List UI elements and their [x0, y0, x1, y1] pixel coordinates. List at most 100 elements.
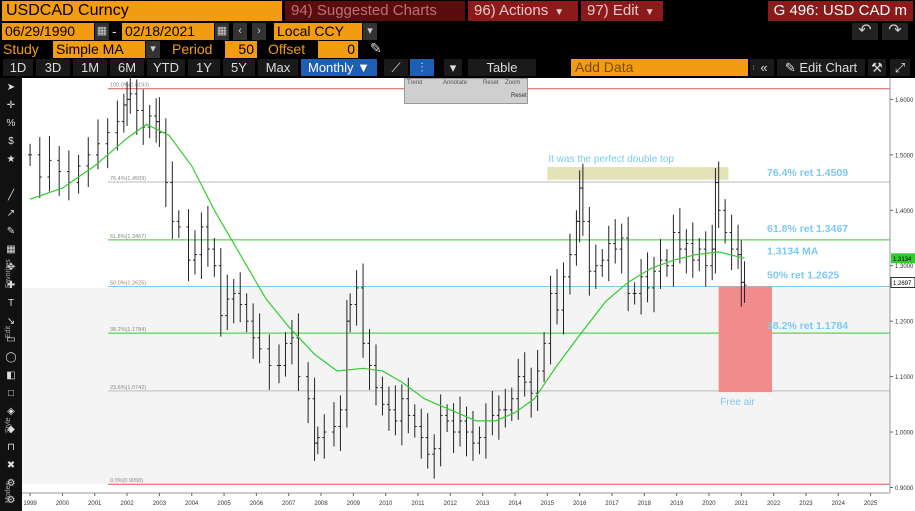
- magnet-icon[interactable]: ⊓: [7, 442, 15, 453]
- x-tick-label: 2017: [605, 501, 619, 507]
- settings-icon[interactable]: ⚙: [6, 495, 16, 506]
- x-tick-label: 2025: [864, 501, 878, 507]
- y-tick-label: 1.6000: [895, 98, 914, 104]
- cross-icon[interactable]: ✚: [6, 280, 16, 291]
- table-button[interactable]: Table: [468, 59, 536, 76]
- frequency-label: Monthly: [307, 60, 354, 75]
- mini-reset-button[interactable]: Reset: [483, 80, 499, 86]
- offset-input[interactable]: 0: [318, 41, 358, 58]
- dollar-icon[interactable]: $: [8, 136, 14, 147]
- x-tick-label: 1999: [23, 501, 37, 507]
- annotation-ret_764: 76.4% ret 1.4509: [767, 167, 848, 179]
- timeframe-1m[interactable]: 1M: [73, 59, 107, 76]
- mode-icon[interactable]: ◈: [7, 406, 15, 417]
- collapse-icon[interactable]: «: [754, 59, 774, 76]
- fib-label: 38.2%(1.1784): [110, 327, 146, 333]
- x-tick-label: 2018: [638, 501, 652, 507]
- rectangle-tool-icon[interactable]: ▭: [6, 334, 16, 345]
- x-tick-label: 2016: [573, 501, 587, 507]
- frequency-select[interactable]: Monthly ▼: [301, 59, 377, 76]
- mini-zoom-button[interactable]: Zoom: [505, 80, 521, 86]
- currency-select[interactable]: Local CCY: [274, 23, 362, 40]
- edit-side-label: Edit: [5, 325, 12, 338]
- chevron-down-icon[interactable]: ▾: [363, 23, 377, 40]
- delete-icon[interactable]: ✖: [6, 460, 16, 471]
- x-tick-label: 2006: [250, 501, 264, 507]
- chevron-down-icon[interactable]: ▾: [146, 41, 160, 58]
- pencil-icon[interactable]: ✎: [370, 40, 382, 56]
- fib-label: 23.6%(1.0742): [110, 385, 146, 391]
- x-tick-label: 2003: [153, 501, 167, 507]
- pen-tool-icon[interactable]: ✎: [6, 226, 16, 237]
- line-tool-icon[interactable]: ╱: [7, 190, 15, 201]
- move-icon[interactable]: ✥: [6, 262, 16, 273]
- timeframe-1y[interactable]: 1Y: [188, 59, 220, 76]
- timeframe-1d[interactable]: 1D: [3, 59, 33, 76]
- next-arrow-icon[interactable]: ›: [252, 23, 266, 40]
- ellipse-tool-icon[interactable]: ◯: [5, 352, 17, 363]
- edit-menu[interactable]: 97) Edit ▼: [581, 1, 663, 21]
- security-title[interactable]: USDCAD Curncy: [2, 1, 282, 21]
- text-tool-icon[interactable]: T: [7, 298, 15, 309]
- suggested-charts-menu[interactable]: 94) Suggested Charts: [285, 1, 465, 21]
- timeframe-6m[interactable]: 6M: [110, 59, 144, 76]
- fib-label: 76.4%(1.4509): [110, 176, 146, 182]
- x-tick-label: 2004: [185, 501, 199, 507]
- palette-icon[interactable]: ◆: [7, 424, 15, 435]
- crosshair-icon[interactable]: ✛: [6, 100, 16, 111]
- undo-icon[interactable]: ↶: [852, 23, 878, 40]
- pattern-icon[interactable]: ▦: [6, 244, 16, 255]
- actions-label: 96) Actions: [474, 2, 549, 19]
- x-tick-label: 2014: [508, 501, 522, 507]
- prev-arrow-icon[interactable]: ‹: [233, 23, 247, 40]
- settings-icon[interactable]: ⚒: [868, 59, 886, 76]
- x-tick-label: 2007: [282, 501, 296, 507]
- percent-icon[interactable]: %: [6, 118, 16, 129]
- x-tick-label: 2001: [88, 501, 102, 507]
- timeframe-max[interactable]: Max: [258, 59, 298, 76]
- annotation-ret_618: 61.8% ret 1.3467: [767, 223, 848, 235]
- arrow-tool-icon[interactable]: ↘: [6, 316, 16, 327]
- timeframe-5y[interactable]: 5Y: [223, 59, 255, 76]
- annotation-ma_label: 1.3134 MA: [767, 245, 819, 257]
- y-tick-label: 1.3000: [895, 264, 914, 270]
- box-icon[interactable]: □: [7, 388, 15, 399]
- y-tick-label: 0.9000: [895, 486, 914, 492]
- start-date-field[interactable]: 06/29/1990: [2, 23, 94, 40]
- style-icon[interactable]: ◧: [6, 370, 16, 381]
- timeframe-3d[interactable]: 3D: [36, 59, 70, 76]
- end-date-field[interactable]: 02/18/2021: [122, 23, 214, 40]
- line-chart-icon[interactable]: ⟋: [384, 59, 408, 76]
- x-tick-label: 2008: [314, 501, 328, 507]
- x-tick-label: 2024: [832, 501, 846, 507]
- study-select[interactable]: Simple MA: [53, 41, 145, 58]
- free-air-label: Free air: [720, 397, 755, 408]
- annotations-layer: It was the perfect double top Free air 76.…: [547, 154, 848, 408]
- gear-icon[interactable]: ⚙: [6, 478, 16, 489]
- moving-average: [29, 123, 745, 422]
- calendar-icon[interactable]: ▦: [215, 23, 229, 40]
- ray-tool-icon[interactable]: ↗: [6, 208, 16, 219]
- x-tick-label: 2000: [56, 501, 70, 507]
- favorite-icon[interactable]: ★: [6, 154, 16, 165]
- timeframe-ytd[interactable]: YTD: [147, 59, 185, 76]
- period-label: Period: [172, 41, 213, 57]
- price-chart[interactable]: 100.0%(1.6193) 76.4%(1.4509) 61.8%(1.3467)…: [22, 78, 915, 511]
- calendar-icon[interactable]: ▦: [95, 23, 109, 40]
- redo-icon[interactable]: ↷: [882, 23, 908, 40]
- double-top-box: [547, 167, 729, 180]
- cursor-icon[interactable]: ➤: [6, 82, 16, 93]
- actions-menu[interactable]: 96) Actions ▼: [468, 1, 578, 21]
- mini-trend-button[interactable]: Trend: [407, 80, 423, 86]
- chevron-down-icon: ▼: [644, 7, 655, 18]
- edit-chart-button[interactable]: ✎ Edit Chart: [777, 59, 865, 76]
- expand-icon[interactable]: ⤢: [890, 59, 910, 76]
- x-tick-label: 2002: [120, 501, 134, 507]
- price-bars: [28, 78, 747, 479]
- bar-chart-icon[interactable]: ⫶: [410, 59, 434, 76]
- mini-reset-zoom-button[interactable]: Reset: [511, 93, 527, 99]
- chevron-down-icon[interactable]: ▾: [444, 59, 462, 76]
- mini-annotate-button[interactable]: Annotate: [443, 80, 468, 86]
- add-data-input[interactable]: Add Data: [571, 59, 748, 76]
- period-input[interactable]: 50: [225, 41, 257, 58]
